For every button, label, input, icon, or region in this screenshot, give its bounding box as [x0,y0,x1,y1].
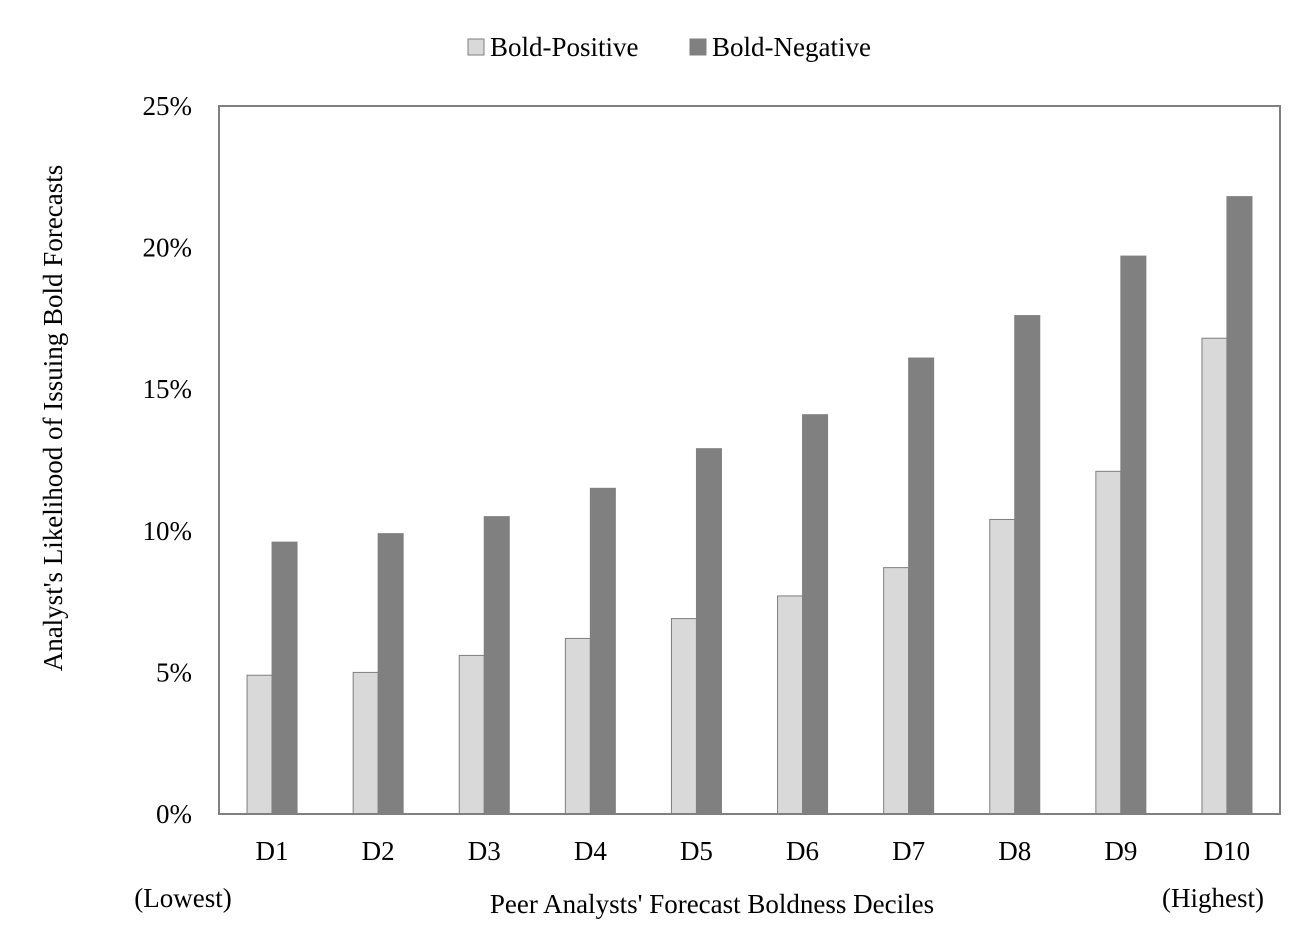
bar-bold-negative-d1 [271,541,298,815]
y-tick-label: 5% [156,657,192,687]
x-category-label: D5 [680,836,713,866]
x-axis-categories: D1 D2 D3 D4 D5 D6 D7 D8 D9 D10 [256,836,1251,866]
bar-bold-positive-d3 [458,654,485,815]
y-tick-label: 20% [143,233,193,263]
x-category-label: D2 [362,836,395,866]
y-tick-label: 10% [143,516,193,546]
x-category-label: D6 [786,836,819,866]
bar-series [246,196,1253,815]
bar-bold-negative-d6 [802,414,829,815]
bar-bold-negative-d8 [1014,315,1041,815]
y-tick-label: 25% [143,91,193,121]
y-tick-label: 15% [143,374,193,404]
bar-bold-negative-d9 [1120,255,1147,815]
bar-bold-negative-d5 [695,448,722,815]
x-category-label: D8 [998,836,1031,866]
x-category-label: D10 [1204,836,1251,866]
bar-bold-positive-d6 [777,595,804,815]
bar-bold-negative-d4 [589,487,616,815]
bar-bold-negative-d3 [483,516,510,815]
bar-bold-positive-d10 [1201,337,1228,815]
legend-swatch-bold-positive [467,38,485,56]
x-category-label: D1 [256,836,289,866]
bar-bold-negative-d7 [908,357,935,815]
x-category-label: D3 [468,836,501,866]
x-category-label: D4 [574,836,607,866]
x-end-label-highest: (Highest) [1162,883,1264,913]
bar-bold-positive-d2 [352,671,379,815]
y-tick-label: 0% [156,799,192,829]
legend-swatch-bold-negative [689,38,707,56]
bar-bold-positive-d7 [883,567,910,815]
chart-legend: Bold-Positive Bold-Negative [467,32,871,62]
bar-bold-negative-d2 [377,533,404,815]
y-axis-ticks: 0% 5% 10% 15% 20% 25% [143,91,193,829]
bar-bold-positive-d9 [1095,470,1122,815]
legend-label-bold-negative: Bold-Negative [712,32,871,62]
bar-bold-negative-d10 [1226,196,1253,815]
bar-bold-positive-d8 [989,518,1016,815]
x-category-label: D9 [1104,836,1137,866]
x-end-label-lowest: (Lowest) [134,883,231,913]
x-axis-title: Peer Analysts' Forecast Boldness Deciles [490,889,934,919]
bar-bold-positive-d1 [246,674,273,815]
legend-label-bold-positive: Bold-Positive [490,32,639,62]
bar-bold-positive-d5 [670,618,697,815]
bar-bold-positive-d4 [564,637,591,815]
y-axis-title: Analyst's Likelihood of Issuing Bold For… [38,165,68,672]
x-category-label: D7 [892,836,925,866]
